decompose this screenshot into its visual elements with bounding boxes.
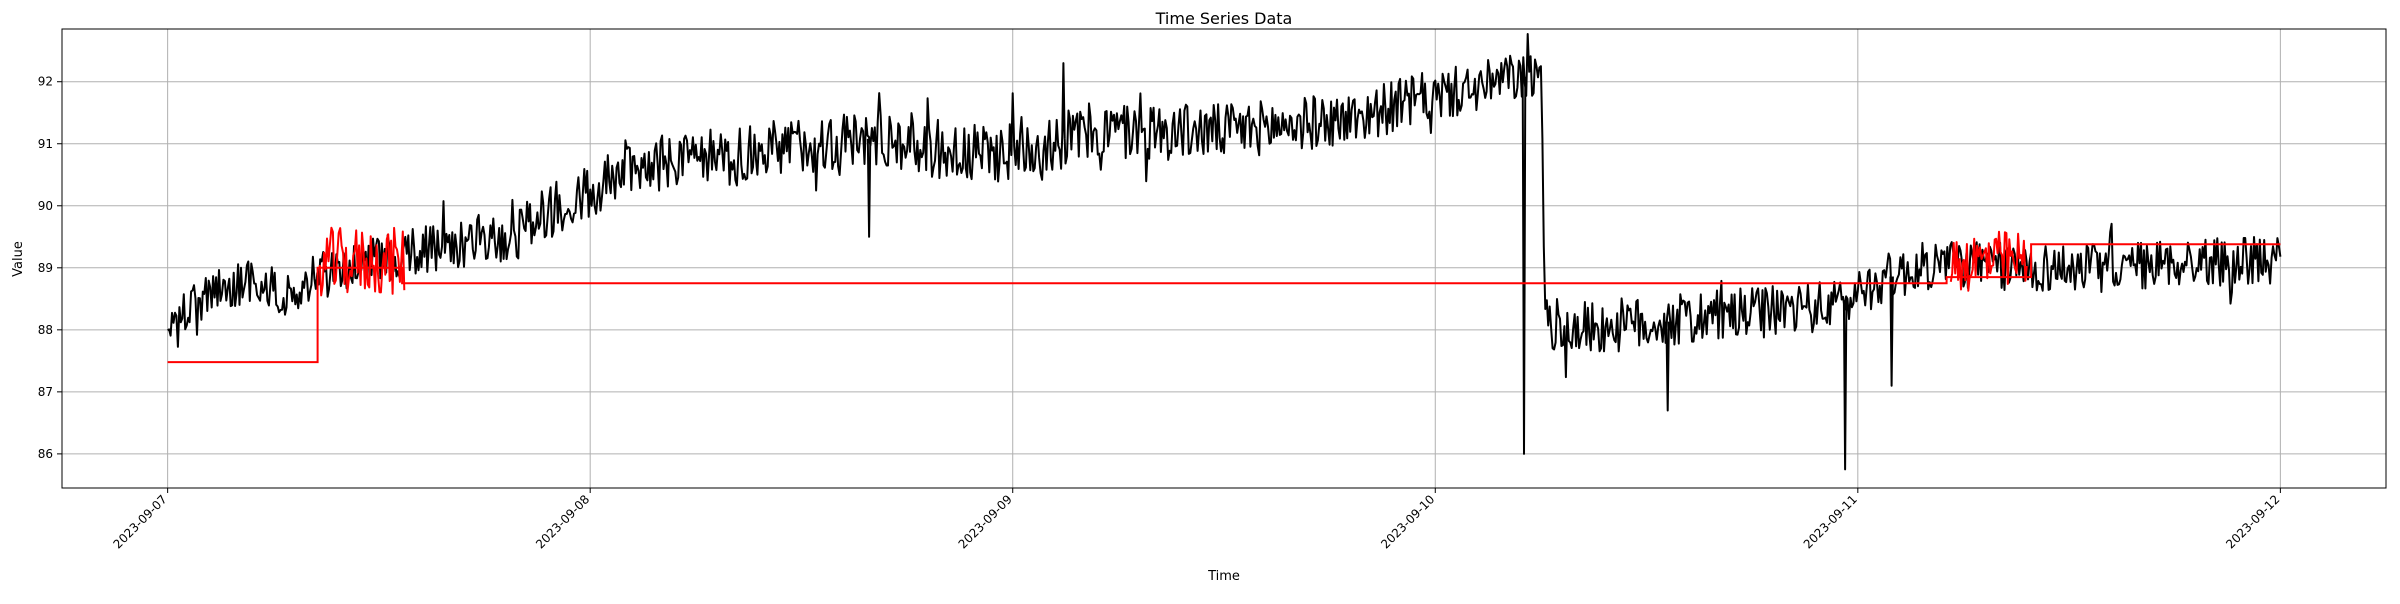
x-axis-label: Time: [1207, 569, 1240, 584]
y-tick-label: 87: [38, 385, 53, 399]
y-tick-label: 91: [38, 137, 53, 151]
x-tick-label: 2023-09-09: [956, 492, 1015, 551]
x-tick-label: 2023-09-08: [533, 492, 592, 551]
y-tick-label: 88: [38, 323, 53, 337]
y-tick-label: 92: [38, 75, 53, 89]
x-tick-label: 2023-09-07: [111, 492, 170, 551]
x-tick-label: 2023-09-10: [1378, 492, 1437, 551]
x-tick-label: 2023-09-12: [2223, 492, 2282, 551]
y-tick-label: 86: [38, 447, 53, 461]
series-line-highlight-step: [167, 243, 2281, 364]
data-lines: [167, 33, 2282, 471]
series-line-highlight-noisy: [1949, 230, 2028, 292]
y-axis-label: Value: [11, 241, 26, 277]
x-tick-label: 2023-09-11: [1801, 492, 1860, 551]
x-axis-ticks: 2023-09-07 2023-09-08 2023-09-09 2023-09-10…: [111, 488, 2282, 551]
series-line-signal: [167, 33, 2282, 471]
y-tick-label: 90: [38, 199, 53, 213]
y-axis-ticks: 86 87 88 89 90 91 92: [38, 75, 62, 461]
y-tick-label: 89: [38, 261, 53, 275]
plot-frame: [61, 28, 2387, 489]
chart-title: Time Series Data: [1155, 9, 1293, 28]
